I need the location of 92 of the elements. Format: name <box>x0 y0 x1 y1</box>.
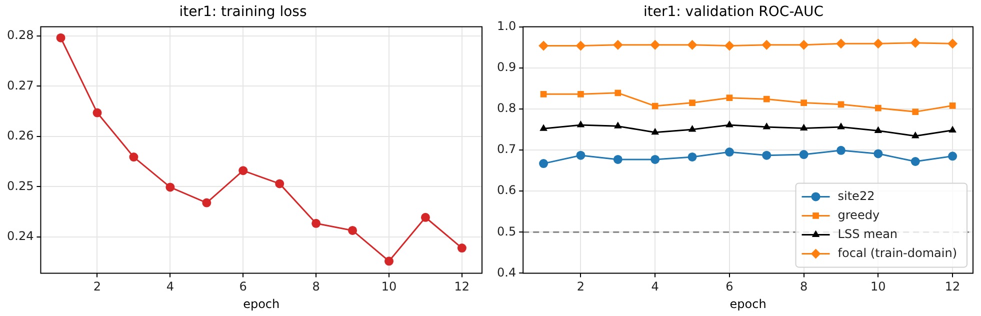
point <box>687 40 698 50</box>
point <box>838 101 844 108</box>
point <box>836 38 846 49</box>
point <box>948 152 958 161</box>
point <box>910 38 920 48</box>
x-tick-label: 6 <box>239 280 247 294</box>
point <box>612 40 623 50</box>
x-tick-label: 10 <box>870 280 886 294</box>
point <box>613 154 622 164</box>
point <box>837 122 845 130</box>
x-tick-label: 4 <box>651 280 659 294</box>
point <box>724 148 734 157</box>
chart-title: iter1: validation ROC-AUC <box>643 4 824 20</box>
y-tick-label: 0.5 <box>496 224 516 238</box>
point <box>948 38 958 49</box>
point <box>762 40 772 50</box>
point <box>873 38 884 49</box>
y-tick-label: 0.4 <box>496 265 516 280</box>
x-tick-label: 2 <box>93 280 102 294</box>
point <box>726 120 734 128</box>
point <box>874 149 883 158</box>
point <box>166 182 175 192</box>
point <box>763 96 770 102</box>
point <box>762 122 771 130</box>
x-tick-label: 6 <box>726 280 734 294</box>
legend-label: focal (train-domain) <box>838 246 957 260</box>
point <box>576 150 586 160</box>
x-tick-label: 4 <box>166 280 174 294</box>
y-tick-label: 0.24 <box>7 229 34 244</box>
point <box>312 218 321 228</box>
legend-label: site22 <box>838 188 875 203</box>
point <box>762 150 772 160</box>
point <box>92 108 102 118</box>
point <box>726 94 733 102</box>
point <box>650 40 660 50</box>
point <box>578 90 584 98</box>
point <box>384 256 394 266</box>
point <box>688 152 697 162</box>
point <box>129 152 138 162</box>
point <box>540 90 547 98</box>
point <box>651 128 659 135</box>
point <box>614 122 622 128</box>
x-tick-label: 8 <box>800 280 808 294</box>
point <box>948 126 956 133</box>
point <box>800 124 808 130</box>
x-tick-label: 8 <box>312 280 320 294</box>
point <box>912 108 919 115</box>
point <box>202 198 212 208</box>
point <box>836 146 846 155</box>
x-tick-label: 2 <box>576 280 585 294</box>
point <box>875 104 882 112</box>
legend-label: greedy <box>838 208 880 222</box>
point <box>874 126 882 133</box>
x-tick-label: 12 <box>944 280 960 294</box>
point <box>56 33 66 42</box>
y-tick-label: 0.7 <box>496 142 516 156</box>
point <box>457 244 466 253</box>
point <box>652 102 658 110</box>
point <box>650 154 660 164</box>
y-tick-label: 0.6 <box>496 183 516 198</box>
y-tick-label: 0.8 <box>496 101 516 116</box>
point <box>724 40 734 51</box>
point <box>911 132 920 138</box>
point <box>688 124 696 132</box>
point <box>689 100 696 106</box>
point <box>614 90 622 96</box>
point <box>538 40 549 51</box>
chart-title: iter1: training loss <box>179 4 307 20</box>
x-axis-title: epoch <box>730 296 766 311</box>
y-tick-label: 0.25 <box>7 178 34 193</box>
point <box>798 40 809 50</box>
point <box>949 102 956 109</box>
y-tick-label: 1.0 <box>496 18 516 33</box>
point <box>910 157 920 166</box>
point <box>238 166 248 176</box>
point <box>800 100 807 106</box>
point <box>348 226 358 235</box>
point <box>420 212 430 222</box>
legend-label: LSS mean <box>838 226 898 241</box>
point <box>539 159 548 168</box>
point <box>576 40 586 51</box>
y-tick-label: 0.28 <box>7 28 34 42</box>
point <box>275 179 284 188</box>
point <box>576 120 585 128</box>
x-tick-label: 10 <box>381 280 397 294</box>
x-tick-label: 12 <box>454 280 470 294</box>
point <box>540 124 548 131</box>
point <box>799 150 808 160</box>
y-tick-label: 0.9 <box>496 60 516 74</box>
x-axis-title: epoch <box>243 296 280 311</box>
y-tick-label: 0.26 <box>7 128 34 143</box>
y-tick-label: 0.27 <box>7 78 34 92</box>
